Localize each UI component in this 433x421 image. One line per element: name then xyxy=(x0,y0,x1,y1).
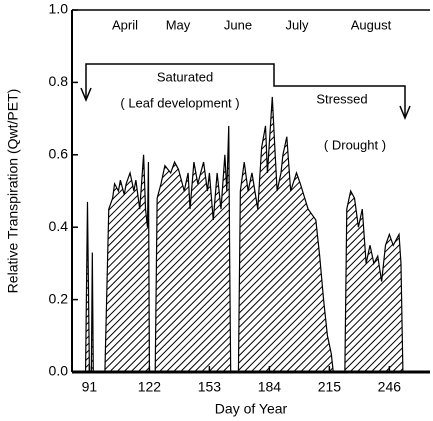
month-label: May xyxy=(166,17,191,32)
month-label: August xyxy=(351,17,392,32)
x-tick-label: 215 xyxy=(318,379,342,395)
y-tick-label: 0.0 xyxy=(49,363,69,379)
month-label: June xyxy=(224,17,252,32)
y-tick-label: 0.4 xyxy=(49,218,69,234)
month-label: July xyxy=(285,17,309,32)
arrows xyxy=(80,63,411,120)
annotation: Saturated xyxy=(157,69,213,84)
annotation: ( Drought ) xyxy=(324,137,386,152)
x-tick-label: 246 xyxy=(378,379,402,395)
month-label: April xyxy=(112,17,138,32)
x-axis-label: Day of Year xyxy=(215,401,288,417)
x-tick-label: 184 xyxy=(258,379,282,395)
y-tick-label: 0.2 xyxy=(49,290,69,306)
x-tick-label: 153 xyxy=(198,379,222,395)
y-tick-label: 1.0 xyxy=(49,1,69,17)
area xyxy=(72,96,430,373)
annotation: Stressed xyxy=(316,91,367,106)
x-tick-label: 91 xyxy=(82,379,98,395)
x-tick-label: 122 xyxy=(138,379,162,395)
y-tick-label: 0.6 xyxy=(49,146,69,162)
y-tick-label: 0.8 xyxy=(49,73,69,89)
annotation: ( Leaf development ) xyxy=(120,95,239,110)
y-axis-label: Relative Transpiration (Qwt/PET) xyxy=(5,89,21,294)
